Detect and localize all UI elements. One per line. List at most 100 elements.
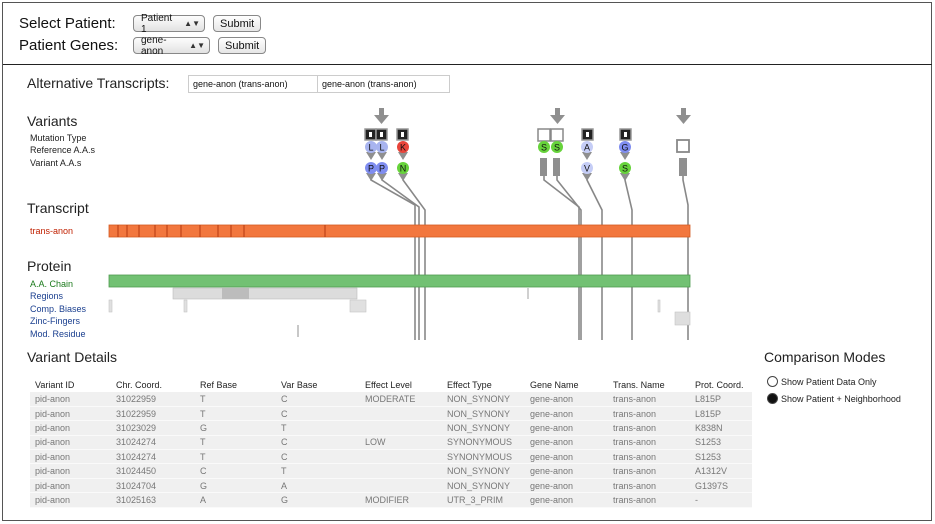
table-cell: [360, 406, 442, 422]
ref-amino-acid-circle[interactable]: [365, 141, 377, 153]
alt-transcript-item[interactable]: gene-anon (trans-anon): [317, 75, 450, 93]
funnel-shape: [398, 173, 408, 181]
ref-amino-acid-circle[interactable]: [581, 141, 593, 153]
region-block[interactable]: [222, 288, 249, 299]
mutation-marker[interactable]: [676, 139, 690, 153]
table-cell: trans-anon: [608, 463, 690, 479]
comparison-option-neighborhood[interactable]: Show Patient + Neighborhood: [767, 393, 901, 404]
column-header[interactable]: Prot. Coord.: [690, 378, 752, 392]
mutation-marker[interactable]: [550, 128, 564, 142]
transcript-bar[interactable]: [108, 224, 691, 238]
regions-track[interactable]: [172, 287, 529, 300]
column-header[interactable]: Gene Name: [525, 378, 608, 392]
radio-selected-icon[interactable]: [767, 393, 778, 404]
mod-residue-block[interactable]: [297, 325, 299, 337]
bias-block[interactable]: [349, 299, 367, 313]
ref-amino-acid-circle[interactable]: [551, 141, 563, 153]
table-cell: gene-anon: [525, 392, 608, 407]
funnel-shape: [540, 158, 547, 176]
table-row[interactable]: pid-anon 31024704 G A NON_SYNONY gene-anon tra…: [30, 478, 752, 494]
mod-residue-label: Mod. Residue: [30, 329, 86, 339]
table-cell: trans-anon: [608, 492, 690, 508]
ref-amino-acid-circle[interactable]: [619, 141, 631, 153]
reference-aa-label: Reference A.A.s: [30, 145, 96, 155]
column-header[interactable]: Chr. Coord.: [111, 378, 195, 392]
ref-amino-acid-circle[interactable]: [397, 141, 409, 153]
table-row[interactable]: pid-anon 31022959 T C MODERATE NON_SYNONY gene…: [30, 392, 752, 407]
var-amino-acid-circle[interactable]: [581, 162, 593, 174]
region-block[interactable]: [172, 287, 358, 300]
column-header[interactable]: Effect Level: [360, 378, 442, 392]
table-cell: gene-anon: [525, 492, 608, 508]
patient-submit-button[interactable]: Submit: [213, 15, 262, 32]
patient-select[interactable]: Patient 1 ▲▼: [133, 13, 205, 35]
table-cell: 31024274: [111, 449, 195, 465]
ref-amino-acid-letter: L: [379, 143, 384, 153]
table-cell: 31024704: [111, 478, 195, 494]
connector-funnels: [366, 158, 687, 181]
column-header[interactable]: Variant ID: [30, 378, 111, 392]
comparison-modes-title: Comparison Modes: [764, 349, 886, 365]
transcript-track-label[interactable]: trans-anon: [30, 226, 74, 236]
table-cell: trans-anon: [608, 406, 690, 422]
ref-amino-acid-circle[interactable]: [376, 141, 388, 153]
var-amino-acid-circle[interactable]: [397, 162, 409, 174]
table-cell: UTR_3_PRIM: [442, 492, 525, 508]
table-row[interactable]: pid-anon 31024274 T C SYNONYMOUS gene-anon tra…: [30, 449, 752, 465]
column-header[interactable]: Trans. Name: [608, 378, 690, 392]
table-cell: G1397S: [690, 478, 752, 494]
table-row[interactable]: pid-anon 31024450 C T NON_SYNONY gene-anon tra…: [30, 463, 752, 479]
funnel-shape: [377, 173, 387, 181]
region-block[interactable]: [527, 288, 529, 299]
select-arrows-icon: ▲▼: [189, 41, 205, 50]
ref-amino-acid-letter: G: [621, 143, 628, 153]
comp-biases-track[interactable]: [108, 299, 661, 313]
ref-amino-acid-letter: S: [554, 143, 560, 153]
table-row[interactable]: pid-anon 31025163 A G MODIFIER UTR_3_PRIM gene…: [30, 492, 752, 508]
table-cell: C: [276, 392, 360, 407]
radio-unselected-icon[interactable]: [767, 376, 778, 387]
connector-line: [586, 174, 603, 340]
table-row[interactable]: pid-anon 31024274 T C LOW SYNONYMOUS gene-anon…: [30, 435, 752, 451]
var-amino-acid-letter: P: [368, 164, 374, 174]
zinc-finger-block[interactable]: [674, 311, 691, 326]
var-amino-acid-circle[interactable]: [619, 162, 631, 174]
mutation-type-markers[interactable]: [364, 128, 690, 153]
comparison-option-label: Show Patient Data Only: [781, 376, 877, 387]
table-cell: pid-anon: [30, 406, 111, 422]
bias-block[interactable]: [183, 299, 188, 313]
genes-select[interactable]: gene-anon ▲▼: [133, 35, 210, 57]
column-header[interactable]: Var Base: [276, 378, 360, 392]
var-amino-acid-circle[interactable]: [376, 162, 388, 174]
table-cell: -: [690, 492, 752, 508]
table-row[interactable]: pid-anon 31023029 G T NON_SYNONY gene-anon tra…: [30, 420, 752, 436]
comparison-option-patient-only[interactable]: Show Patient Data Only: [767, 376, 877, 387]
mod-residue-track[interactable]: [297, 325, 299, 337]
table-header-row: Variant ID Chr. Coord. Ref Base Var Base Eff…: [30, 378, 752, 392]
mutation-marker[interactable]: [537, 128, 551, 142]
table-cell: 31024274: [111, 435, 195, 451]
genes-submit-button[interactable]: Submit: [218, 37, 267, 54]
mutation-type-label: Mutation Type: [30, 133, 87, 143]
connector-line: [381, 174, 420, 340]
exon-boundaries: [117, 225, 326, 237]
aa-chain-bar[interactable]: [108, 274, 691, 288]
table-cell: pid-anon: [30, 435, 111, 451]
genes-label: Patient Genes:: [19, 37, 119, 54]
table-cell: NON_SYNONY: [442, 478, 525, 494]
table-cell: pid-anon: [30, 478, 111, 494]
ref-amino-acid-letter: S: [541, 143, 547, 153]
var-amino-acid-circle[interactable]: [365, 162, 377, 174]
column-header[interactable]: Ref Base: [195, 378, 276, 392]
column-header[interactable]: Effect Type: [442, 378, 525, 392]
table-cell: C: [276, 449, 360, 465]
ref-amino-acid-circle[interactable]: [538, 141, 550, 153]
bias-block[interactable]: [108, 299, 113, 313]
table-cell: NON_SYNONY: [442, 420, 525, 436]
funnel-shape: [582, 173, 592, 181]
zinc-fingers-track[interactable]: [674, 311, 691, 326]
bias-block[interactable]: [657, 299, 661, 313]
table-row[interactable]: pid-anon 31022959 T C NON_SYNONY gene-anon tra…: [30, 406, 752, 422]
